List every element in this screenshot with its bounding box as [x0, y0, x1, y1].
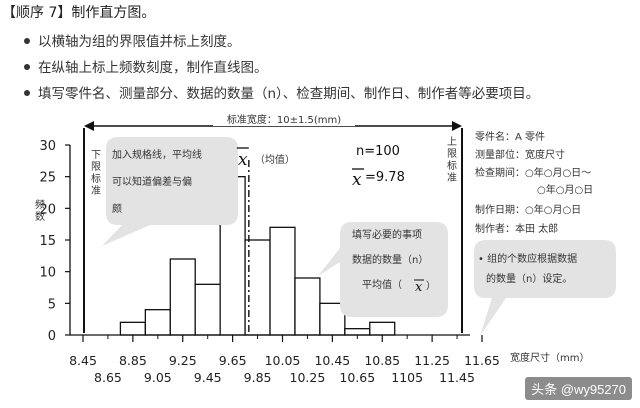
x-tick-label: 8.45 — [69, 353, 97, 368]
chart-axes — [69, 137, 616, 336]
x-axis-label: 宽度尺寸（mm） — [510, 351, 589, 364]
x-tick-label: 9.05 — [144, 370, 172, 385]
histogram-bar — [119, 321, 146, 336]
callout-grid-text: 加入规格线，平均线 — [112, 148, 202, 161]
histogram-bars — [119, 176, 396, 336]
spec-arrow-head-left — [84, 121, 94, 131]
x-tick-label: 8.65 — [94, 370, 122, 385]
callout-grid-text: 可以知道偏差与偏 — [112, 175, 192, 188]
y-axis-label: 频数 — [35, 198, 45, 223]
spec-width-label: 标准宽度：10±1.5(mm) — [227, 113, 341, 126]
callout-group-text: • 组的个数应根据数据 — [478, 252, 577, 265]
info-author: 制作者：本田 太郎 — [475, 224, 559, 235]
info-part-name: 零件名：A 零件 — [475, 132, 546, 143]
bullet-text: 在纵轴上标上频数刻度，制作直线图。 — [38, 60, 268, 76]
bullet-dot — [24, 90, 30, 96]
x-tick-label: 10.05 — [265, 353, 301, 368]
x-tick-label: 9.25 — [169, 353, 197, 368]
info-created-date: 制作日期：○年○月○日 — [475, 205, 582, 216]
info-inspection-period-end: ○年○月○日 — [537, 185, 594, 196]
x-tick-label: 11.45 — [439, 370, 475, 385]
mean-value-label: =9.78 — [365, 170, 405, 185]
y-tick-label: 30 — [39, 139, 56, 154]
mean-value-symbol: x — [352, 170, 362, 190]
x-tick-label: 10.85 — [364, 353, 400, 368]
callout-grid-text: 颇 — [112, 202, 122, 215]
spec-label-backing — [213, 112, 355, 126]
spec-arrow-head-right — [452, 121, 462, 131]
y-tick-label: 5 — [48, 297, 56, 312]
histogram-bar — [369, 321, 396, 336]
x-tick-label: 11.25 — [414, 353, 450, 368]
bullet-text: 以横轴为组的界限值并标上刻度。 — [38, 34, 241, 50]
info-measure-part: 测量部位：宽度尺寸 — [475, 150, 565, 161]
y-tick-label: 25 — [39, 171, 56, 186]
callout-bubble-required — [318, 222, 448, 317]
bullet-item: 填写零件名、测量部分、数据的数量（n）、检查期间、制作日、制作者等必要项目。 — [24, 82, 539, 102]
bullet-text: 填写零件名、测量部分、数据的数量（n）、检查期间、制作日、制作者等必要项目。 — [38, 86, 540, 102]
x-tick-label: 9.65 — [219, 353, 247, 368]
histogram-bar — [269, 226, 296, 336]
x-tick-label: 10.25 — [290, 370, 326, 385]
callout-required-text: 数据的数量（n） — [352, 253, 428, 266]
histogram-bar — [144, 309, 171, 336]
step-heading: 【顺序 7】制作直方图。 — [2, 5, 156, 21]
histogram-bar — [169, 258, 196, 336]
info-inspection-period: 检查期间：○年○月○日～ — [475, 168, 592, 179]
callout-required-text: 填写必要的事项 — [352, 228, 422, 241]
y-tick-label: 10 — [39, 266, 56, 281]
mean-label: （均值） — [255, 153, 295, 166]
histogram-bar — [344, 328, 371, 336]
callout-close-paren: ） — [426, 280, 436, 292]
histogram-bar — [294, 277, 321, 336]
bullet-item: 以横轴为组的界限值并标上刻度。 — [24, 30, 241, 50]
x-tick-label: 10.45 — [314, 353, 350, 368]
x-tick-label: 11.65 — [464, 353, 500, 368]
x-tick-label: 10.65 — [339, 370, 375, 385]
x-tick-label: 9.45 — [194, 370, 222, 385]
bullet-item: 在纵轴上标上频数刻度，制作直线图。 — [24, 56, 268, 76]
x-tick-label: 1105 — [391, 370, 423, 385]
callout-group-text: 的数量（n）设定。 — [486, 272, 572, 285]
callout-mean-symbol: x — [415, 280, 423, 295]
y-tick-label: 15 — [39, 234, 56, 249]
axis-ticks: 0 5 10 15 20 25 30 频数 8.45 8.85 9.25 9.65 10.05 10.45… — [35, 139, 589, 385]
histogram-bar — [194, 283, 221, 336]
x-tick-label: 8.85 — [119, 353, 147, 368]
lower-limit-label: 下限标准 — [91, 150, 101, 197]
x-tick-label: 9.85 — [244, 370, 272, 385]
watermark: 头条 @wy95270 — [525, 377, 632, 400]
y-tick-label: 0 — [48, 329, 56, 344]
sample-size-label: n=100 — [356, 144, 400, 159]
callout-required-text: 平均值（ — [362, 278, 402, 291]
bullet-dot — [24, 64, 30, 70]
upper-limit-label: 上限标准 — [447, 136, 457, 184]
callout-bubble-group — [474, 240, 616, 336]
bullet-dot — [24, 38, 30, 44]
y-tick-label: 20 — [39, 202, 56, 217]
mean-symbol: x — [238, 150, 248, 170]
callout-bubble-grid — [102, 137, 238, 246]
